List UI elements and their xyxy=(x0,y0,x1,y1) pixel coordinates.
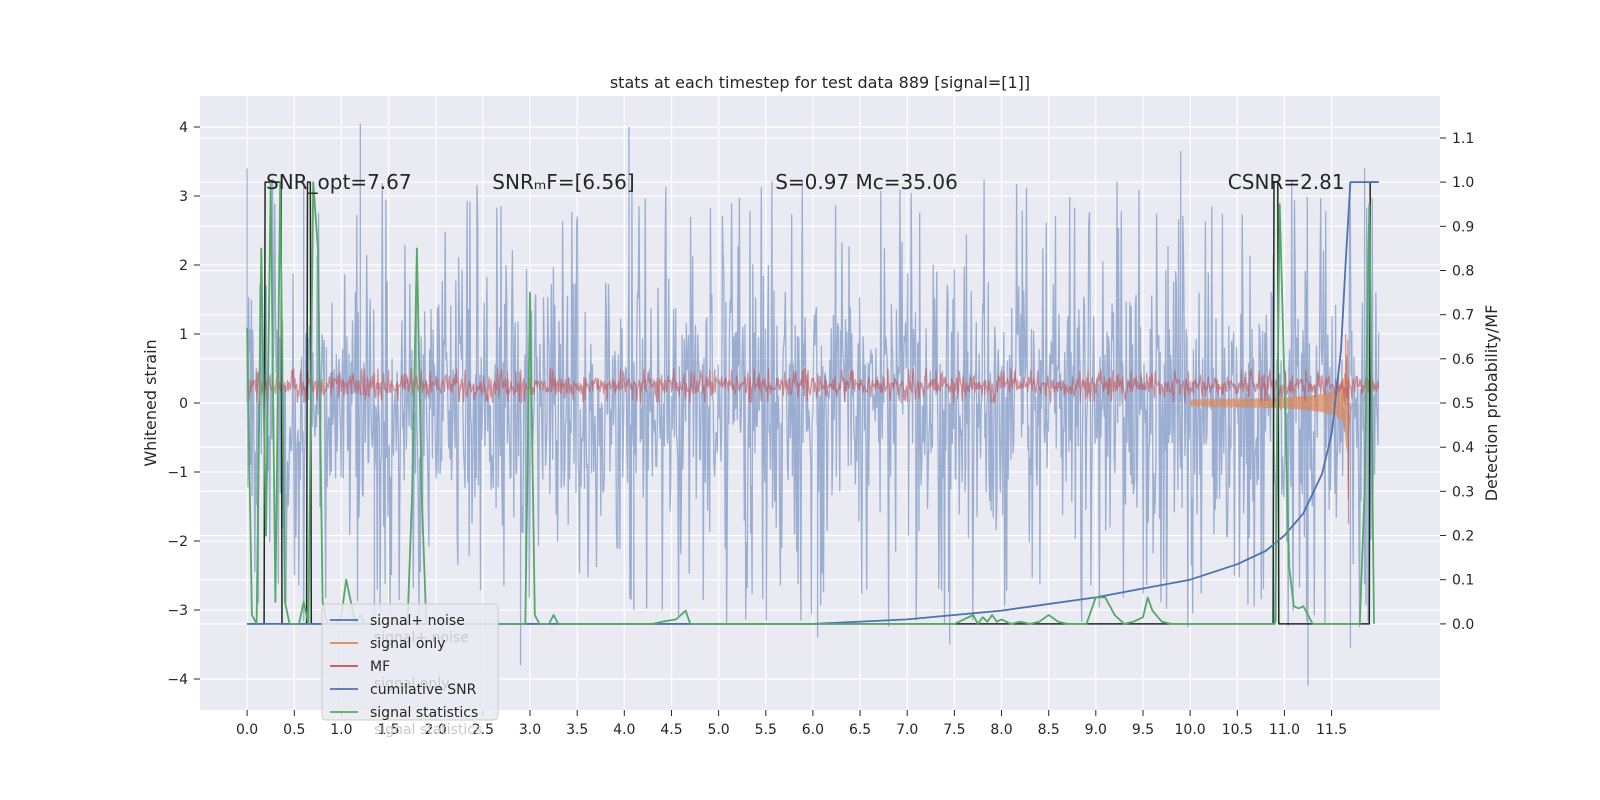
x-tick-label: 5.0 xyxy=(707,722,729,738)
y-tick-label: 0 xyxy=(179,396,188,412)
y-tick-label: −1 xyxy=(167,465,188,481)
y2-tick-label: 0.9 xyxy=(1452,219,1474,235)
right-axis-ticks: 0.0 0.1 0.2 0.3 0.4 0.5 0.6 0.7 0.8 0.9 1.0 1.1 xyxy=(1440,131,1474,633)
y2-tick-label: 0.2 xyxy=(1452,529,1474,545)
legend-ghost-label: signal only xyxy=(374,676,449,692)
x-tick-label: 10.0 xyxy=(1175,722,1206,738)
x-tick-label: 5.5 xyxy=(755,722,777,738)
x-tick-label: 0.0 xyxy=(236,722,258,738)
y-tick-label: 2 xyxy=(179,258,188,274)
series-signal-noise xyxy=(246,123,1380,686)
x-tick-label: 2.0 xyxy=(425,722,447,738)
x-axis-ticks: 0.0 0.5 1.0 1.5 2.0 2.5 3.0 3.5 4.0 4.5 5.0 5.5 6.0 6… xyxy=(236,710,1347,738)
annotation-0: SNR_opt=7.67 xyxy=(266,170,412,194)
legend-label: MF xyxy=(370,659,390,675)
y-tick-label: −4 xyxy=(167,672,188,688)
y2-tick-label: 0.6 xyxy=(1452,352,1474,368)
x-tick-label: 3.0 xyxy=(519,722,541,738)
x-tick-label: 1.5 xyxy=(377,722,399,738)
x-tick-label: 1.0 xyxy=(330,722,352,738)
annotation-3: CSNR=2.81 xyxy=(1228,170,1345,194)
x-tick-label: 8.5 xyxy=(1038,722,1060,738)
y2-tick-label: 0.4 xyxy=(1452,440,1474,456)
x-tick-label: 4.5 xyxy=(660,722,682,738)
annotations: SNR_opt=7.67 SNRₘF=[6.56] S=0.97 Mᴄ=35.06 C… xyxy=(266,170,1345,194)
x-tick-label: 7.0 xyxy=(896,722,918,738)
y-axis-label: Whitened strain xyxy=(141,339,160,466)
y2-tick-label: 1.0 xyxy=(1452,175,1474,191)
y-tick-label: 3 xyxy=(179,189,188,205)
y2-tick-label: 1.1 xyxy=(1452,131,1474,147)
legend-label: signal only xyxy=(370,636,445,652)
series-signal-only xyxy=(1189,339,1356,500)
legend-box xyxy=(321,603,499,721)
x-tick-label: 4.0 xyxy=(613,722,635,738)
annotation-1: SNRₘF=[6.56] xyxy=(492,170,634,194)
y2-axis-label: Detection probability/MF xyxy=(1482,305,1501,502)
y-tick-label: −2 xyxy=(167,534,188,550)
x-tick-label: 8.0 xyxy=(990,722,1012,738)
x-tick-label: 11.5 xyxy=(1316,722,1347,738)
legend-ghost-label: signal+ noise xyxy=(374,630,469,646)
x-tick-label: 7.5 xyxy=(943,722,965,738)
x-tick-label: 11.0 xyxy=(1269,722,1300,738)
y-tick-label: 1 xyxy=(179,327,188,343)
y2-tick-label: 0.0 xyxy=(1452,617,1474,633)
x-tick-label: 6.5 xyxy=(849,722,871,738)
legend-ghost-label: signal statistics xyxy=(374,722,482,738)
x-tick-label: 9.5 xyxy=(1132,722,1154,738)
y2-tick-label: 0.1 xyxy=(1452,573,1474,589)
y-tick-label: −3 xyxy=(167,603,188,619)
y-tick-label: 4 xyxy=(179,120,188,136)
series-mf xyxy=(246,334,1380,524)
series-cumulative-snr xyxy=(247,181,1379,625)
y2-tick-label: 0.7 xyxy=(1452,308,1474,324)
y2-tick-label: 0.3 xyxy=(1452,484,1474,500)
x-tick-label: 9.0 xyxy=(1085,722,1107,738)
left-axis-ticks: −4 −3 −2 −1 0 1 2 3 4 xyxy=(167,120,200,688)
x-tick-label: 0.5 xyxy=(283,722,305,738)
legend-label: signal+ noise xyxy=(370,613,465,629)
legend-label: cumilative SNR xyxy=(370,682,477,698)
x-tick-label: 2.5 xyxy=(472,722,494,738)
x-tick-label: 6.0 xyxy=(802,722,824,738)
annotation-2: S=0.97 Mᴄ=35.06 xyxy=(775,170,958,194)
y2-tick-label: 0.5 xyxy=(1452,396,1474,412)
x-tick-label: 3.5 xyxy=(566,722,588,738)
chart-title: stats at each timestep for test data 889… xyxy=(610,73,1030,92)
y2-tick-label: 0.8 xyxy=(1452,264,1474,280)
x-tick-label: 10.5 xyxy=(1222,722,1253,738)
legend-label: signal statistics xyxy=(370,705,478,721)
